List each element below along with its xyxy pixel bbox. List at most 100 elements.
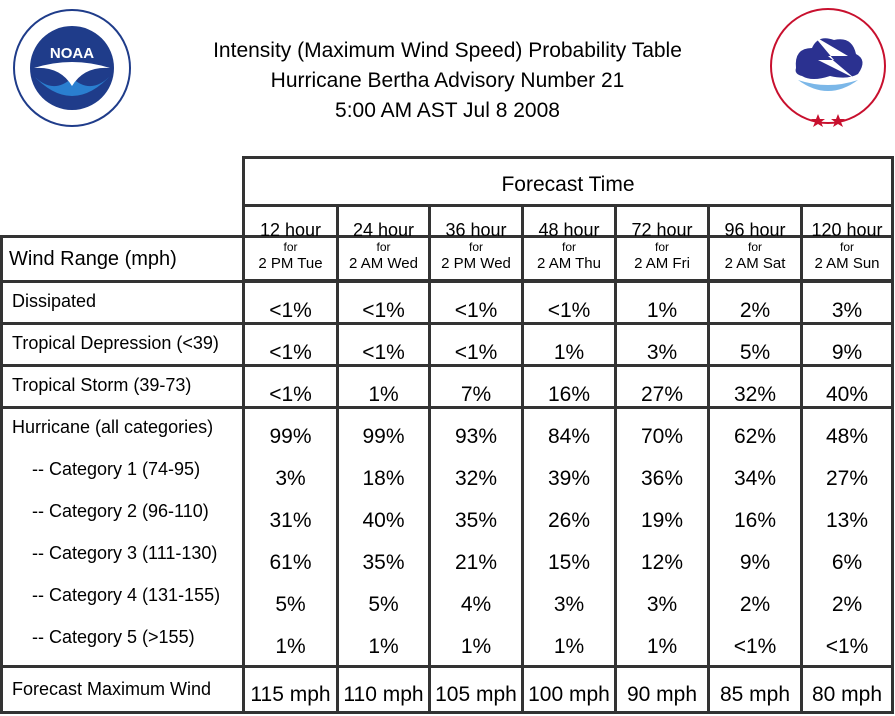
divider (428, 204, 431, 714)
column-hour: 12 hour (259, 220, 322, 240)
probability-cell: 1% (646, 635, 678, 658)
probability-cell: <1% (454, 341, 498, 364)
probability-cell: 16% (733, 509, 777, 532)
probability-cell: <1% (825, 635, 869, 658)
probability-cell: 62% (733, 425, 777, 448)
probability-cell: 5% (739, 341, 771, 364)
wind-range-label: Wind Range (mph) (9, 248, 177, 270)
probability-cell: 40% (362, 509, 405, 532)
probability-cell: 12% (640, 551, 684, 574)
divider (0, 364, 894, 367)
column-for: for (747, 240, 762, 254)
probability-cell: 3% (646, 341, 678, 364)
max-wind-cell: 85 mph (719, 683, 791, 706)
column-for: for (376, 240, 391, 254)
row-label: -- Category 3 (111-130) (32, 543, 218, 563)
probability-cell: 32% (454, 467, 498, 490)
probability-cell: <1% (362, 341, 405, 364)
divider (0, 665, 894, 668)
column-for: for (839, 240, 854, 254)
probability-cell: 1% (646, 299, 678, 322)
row-label: -- Category 4 (131-155) (32, 585, 221, 605)
divider (242, 156, 245, 714)
probability-cell: 1% (460, 635, 492, 658)
column-for: for (654, 240, 669, 254)
probability-cell: <1% (362, 299, 405, 322)
row-label: Tropical Depression (<39) (12, 333, 219, 353)
probability-cell: <1% (547, 299, 591, 322)
probability-cell: 1% (368, 383, 399, 406)
probability-cell: 7% (460, 383, 492, 406)
probability-cell: 3% (646, 593, 678, 616)
probability-cell: 5% (275, 593, 306, 616)
title-line-2: Hurricane Bertha Advisory Number 21 (270, 69, 625, 92)
probability-cell: <1% (733, 635, 777, 658)
column-hour: 24 hour (352, 220, 415, 240)
probability-cell: 84% (547, 425, 591, 448)
probability-cell: 93% (454, 425, 498, 448)
probability-cell: 27% (640, 383, 684, 406)
probability-cell: <1% (269, 299, 312, 322)
column-header: 72 hour for 2 AM Fri (617, 221, 707, 271)
probability-cell: 18% (362, 467, 405, 490)
max-wind-label: Forecast Maximum Wind (12, 679, 212, 699)
probability-cell: 32% (733, 383, 777, 406)
nws-logo (770, 8, 886, 127)
probability-cell: 48% (825, 425, 869, 448)
column-when: 2 AM Fri (634, 255, 690, 272)
probability-cell: 6% (831, 551, 863, 574)
noaa-logo-text: NOAA (50, 45, 94, 62)
forecast-time-label: Forecast Time (501, 173, 635, 196)
divider (800, 204, 803, 714)
row-label: -- Category 1 (74-95) (32, 459, 201, 479)
probability-cell: 40% (825, 383, 869, 406)
max-wind-cell: 115 mph (250, 683, 331, 706)
probability-cell: 3% (275, 467, 306, 490)
column-header: 24 hour for 2 AM Wed (339, 221, 428, 271)
probability-cell: 1% (275, 635, 306, 658)
table-box (0, 235, 894, 714)
probability-cell: 9% (831, 341, 863, 364)
column-header: 12 hour for 2 PM Tue (245, 221, 336, 271)
column-header: 36 hour for 2 PM Wed (431, 221, 521, 271)
probability-cell: 3% (831, 299, 863, 322)
probability-cell: 4% (460, 593, 492, 616)
probability-cell: 1% (553, 635, 585, 658)
max-wind-cell: 105 mph (435, 683, 517, 706)
column-hour: 120 hour (811, 220, 883, 240)
row-label: -- Category 2 (96-110) (32, 501, 209, 521)
max-wind-cell: 80 mph (811, 683, 883, 706)
probability-cell: 15% (547, 551, 591, 574)
column-header: 120 hour for 2 AM Sun (803, 221, 891, 271)
row-label: -- Category 5 (>155) (32, 627, 195, 647)
probability-cell: 5% (368, 593, 399, 616)
column-when: 2 AM Sat (724, 255, 786, 272)
probability-cell: 39% (547, 467, 591, 490)
probability-cell: 3% (553, 593, 585, 616)
row-label: Tropical Storm (39-73) (12, 375, 192, 395)
column-for: for (468, 240, 483, 254)
divider (242, 204, 894, 207)
divider (521, 204, 524, 714)
probability-cell: 27% (825, 467, 869, 490)
probability-cell: 35% (454, 509, 498, 532)
probability-cell: 34% (733, 467, 777, 490)
column-for: for (283, 240, 298, 254)
max-wind-cell: 110 mph (343, 683, 424, 706)
column-hour: 48 hour (538, 220, 600, 240)
title-line-3: 5:00 AM AST Jul 8 2008 (335, 99, 560, 122)
title-line-1: Intensity (Maximum Wind Speed) Probabili… (213, 39, 682, 62)
max-wind-cell: 100 mph (528, 683, 610, 706)
probability-cell: 21% (454, 551, 498, 574)
column-when: 2 PM Tue (258, 255, 323, 272)
probability-cell: 19% (640, 509, 684, 532)
column-when: 2 PM Wed (441, 255, 511, 272)
probability-cell: <1% (269, 383, 312, 406)
probability-cell: 35% (362, 551, 405, 574)
probability-cell: 1% (553, 341, 585, 364)
column-for: for (561, 240, 576, 254)
star-icon (831, 114, 845, 127)
probability-cell: 70% (640, 425, 684, 448)
column-header: 96 hour for 2 AM Sat (710, 221, 800, 271)
star-icon (811, 114, 825, 127)
